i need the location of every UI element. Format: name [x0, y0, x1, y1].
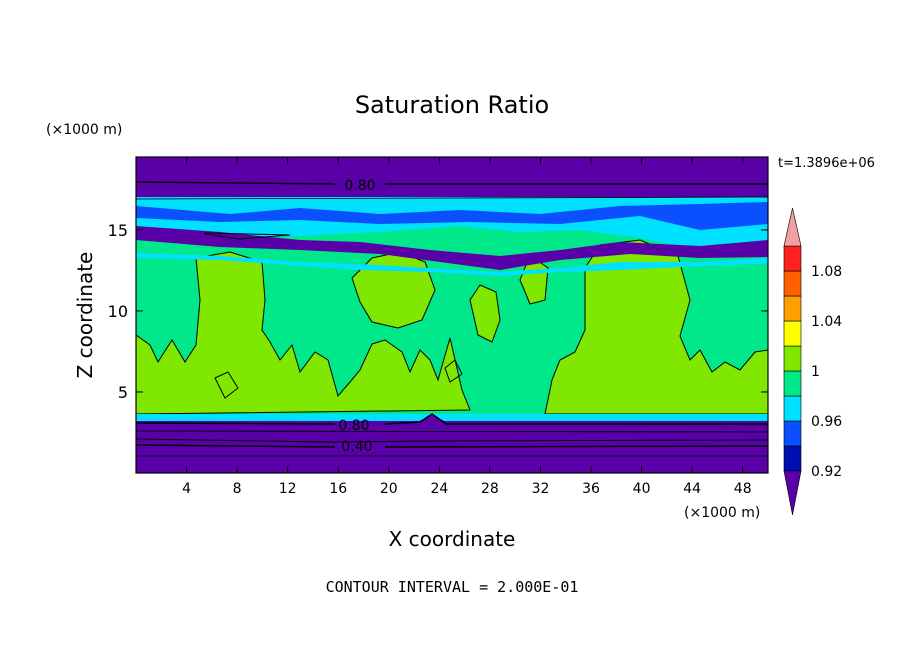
contour-lines [136, 181, 768, 457]
colorbar-swatch [783, 270, 802, 297]
x-tick-label: 40 [633, 481, 651, 497]
colorbar-tick-label: 0.92 [811, 464, 842, 480]
x-tick-label: 20 [380, 481, 398, 497]
colorbar-tick-label: 1 [811, 364, 820, 380]
x-tick-label: 36 [582, 481, 600, 497]
y-tick-label: 10 [108, 302, 128, 321]
x-tick-label: 16 [329, 481, 347, 497]
x-tick-label: 8 [233, 481, 242, 497]
colorbar-swatch [783, 445, 802, 472]
colorbar-swatch [783, 420, 802, 447]
colorbar-tick-label: 0.96 [811, 414, 842, 430]
colorbar-swatch [783, 295, 802, 322]
colorbar-swatch [783, 395, 802, 422]
y-unit-label: (×1000 m) [46, 122, 122, 138]
x-tick-label: 28 [481, 481, 499, 497]
colorbar-swatch [783, 370, 802, 397]
x-tick-label: 12 [279, 481, 297, 497]
colorbar-min-arrow [783, 470, 802, 516]
lower-bands [136, 414, 768, 473]
x-tick-label: 48 [734, 481, 752, 497]
colorbar-tick-label: 1.08 [811, 264, 842, 280]
colorbar-swatch [783, 320, 802, 347]
contour-label-lower-040: 0.40 [341, 439, 372, 455]
plot-frame [135, 156, 769, 474]
colorbar-swatch [783, 245, 802, 272]
y-tick-label: 15 [108, 221, 128, 240]
contour-labels: 0.80 0.80 0.40 [338, 178, 375, 455]
colorbar: 0.92 0.96 1 1.04 1.08 [783, 207, 842, 516]
chart-title: Saturation Ratio [355, 91, 549, 119]
y-axis: 5 10 15 [108, 221, 768, 402]
x-tick-label: 4 [182, 481, 191, 497]
x-axis-label: X coordinate [389, 527, 516, 551]
y-axis-label: Z coordinate [73, 252, 97, 379]
contour-label-lower-080: 0.80 [338, 418, 369, 434]
colorbar-swatch [783, 345, 802, 372]
contour-field [136, 157, 768, 473]
colorbar-tick-label: 1.04 [811, 314, 842, 330]
x-tick-label: 32 [532, 481, 550, 497]
cloud-cells [136, 239, 768, 415]
contour-label-upper-080: 0.80 [344, 178, 375, 194]
x-tick-label: 24 [430, 481, 448, 497]
upper-bands [136, 157, 768, 276]
x-axis: 4 8 12 16 20 24 28 32 36 40 44 48 [182, 157, 752, 497]
colorbar-max-arrow [783, 207, 802, 247]
time-label: t=1.3896e+06 [778, 156, 875, 171]
contour-interval-footer: CONTOUR INTERVAL = 2.000E-01 [326, 578, 579, 596]
x-tick-label: 44 [683, 481, 701, 497]
x-unit-label: (×1000 m) [684, 505, 760, 521]
y-tick-label: 5 [118, 383, 128, 402]
